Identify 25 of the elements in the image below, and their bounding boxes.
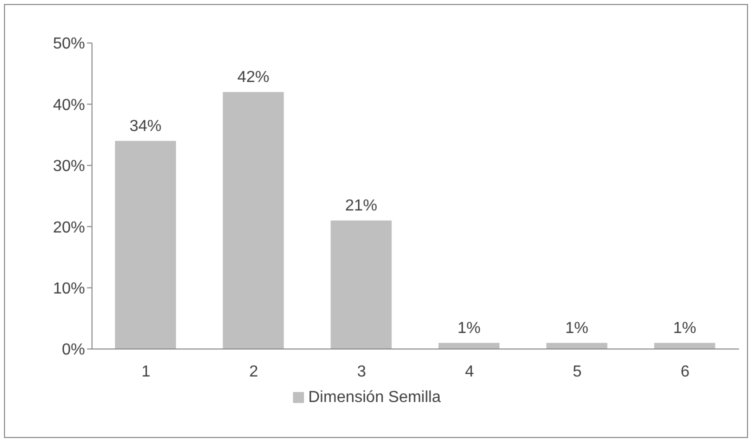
y-tick-label: 0% [62, 342, 85, 359]
x-tick-label: 6 [680, 363, 690, 380]
x-tick-label: 2 [249, 363, 258, 380]
x-tick-label: 5 [572, 363, 582, 380]
data-label: 34% [129, 118, 162, 135]
y-tick-label: 30% [52, 158, 85, 176]
data-label: 1% [673, 320, 696, 337]
x-tick-label: 1 [141, 363, 150, 380]
data-label: 21% [345, 197, 378, 214]
data-label: 1% [457, 320, 481, 337]
bar [654, 342, 716, 349]
y-tick-label: 10% [52, 280, 85, 298]
bar [115, 140, 176, 349]
y-tick-label: 20% [52, 219, 85, 236]
x-tick-label: 3 [357, 363, 366, 380]
bar [546, 342, 608, 349]
data-label: 42% [237, 68, 270, 86]
bar [438, 342, 500, 349]
legend-label: Dimensión Semilla [308, 389, 441, 406]
bar [330, 220, 392, 349]
x-tick-label: 4 [464, 363, 474, 380]
y-tick-label: 40% [52, 96, 85, 114]
data-label: 1% [565, 320, 588, 337]
y-tick-label: 50% [52, 36, 85, 53]
bar [222, 92, 284, 349]
